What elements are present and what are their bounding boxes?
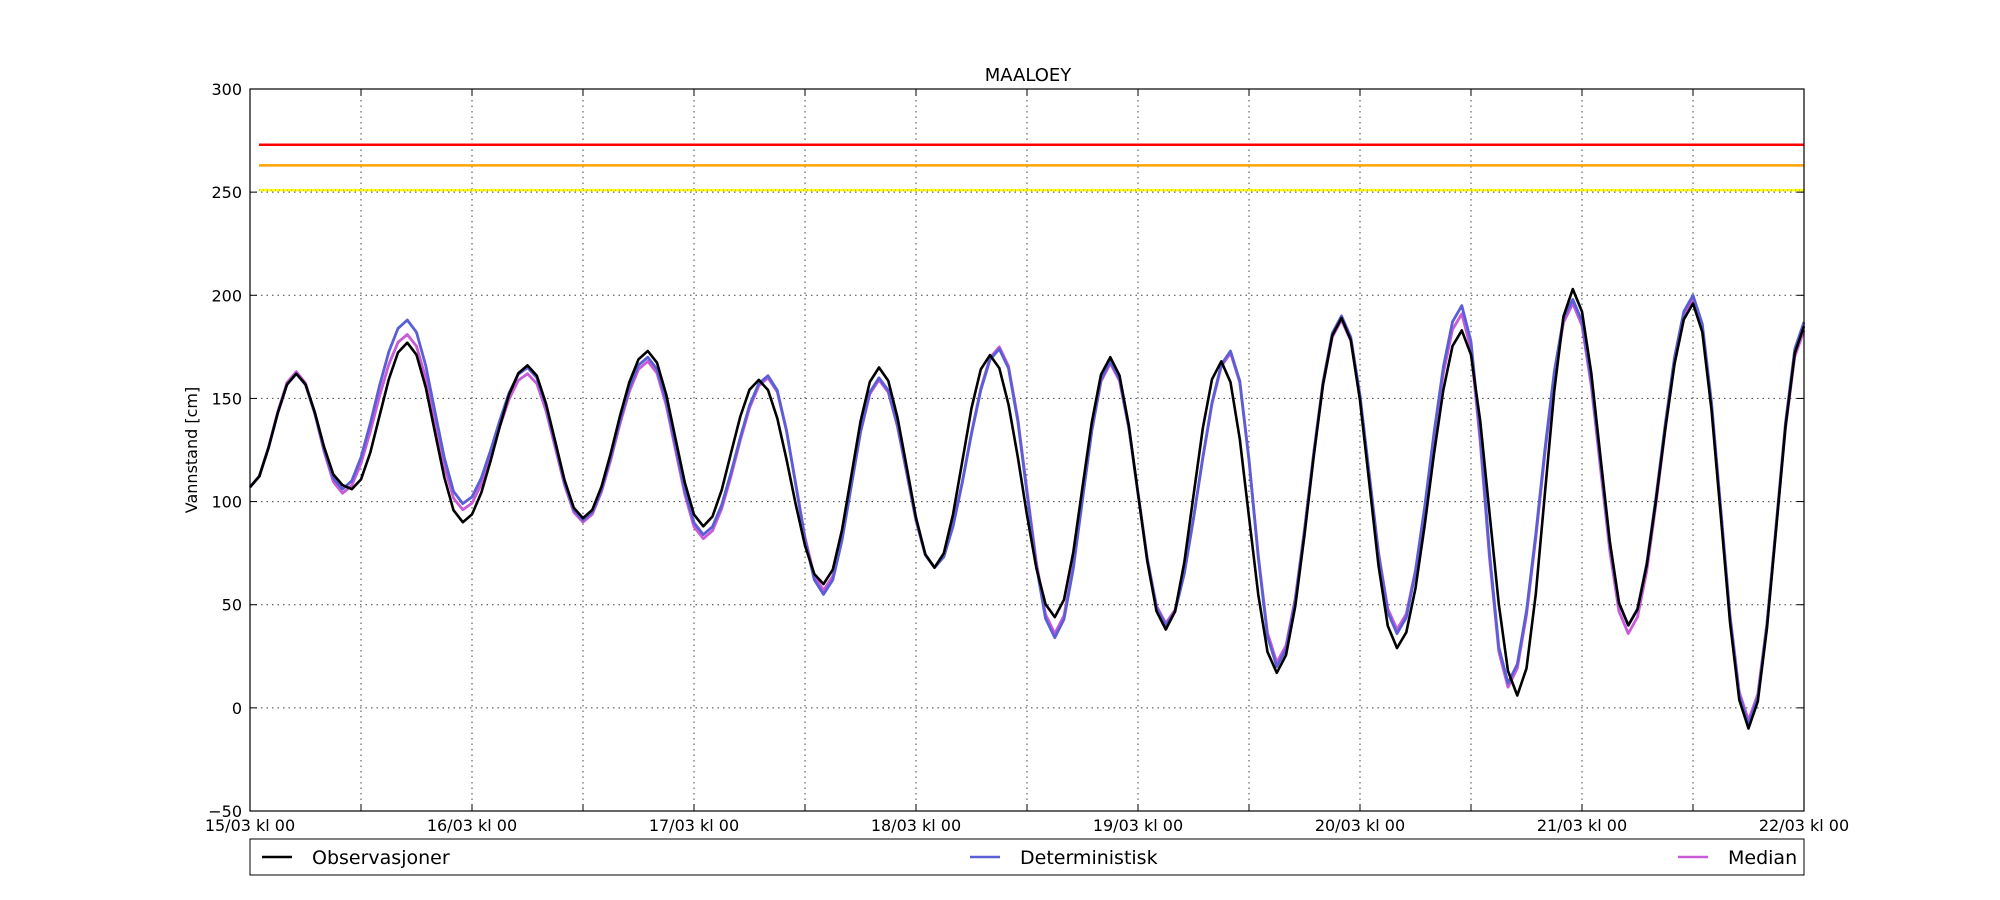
plot-frame (249, 88, 1805, 812)
y-tick-label: 150 (211, 389, 242, 408)
series-line-observasjoner (249, 287, 1806, 730)
x-tick-label: 20/03 kl 00 (1315, 816, 1405, 835)
y-tick-label: 200 (211, 286, 242, 305)
legend-label: Deterministisk (1020, 847, 1158, 869)
y-tick-label: 250 (211, 183, 242, 202)
legend-label: Median (1728, 847, 1797, 869)
y-axis: −50 0 50 100 150 200 250 300 (208, 80, 1804, 821)
chart-title: MAALOEY (985, 65, 1073, 86)
series-lines (248, 287, 1806, 730)
y-tick-label: 300 (211, 80, 242, 99)
legend: Observasjoner Deterministisk Median (249, 838, 1805, 876)
y-tick-label: −50 (208, 802, 242, 821)
legend-frame (249, 838, 1805, 876)
y-tick-label: 100 (211, 493, 242, 512)
x-tick-label: 17/03 kl 00 (649, 816, 739, 835)
x-tick-label: 18/03 kl 00 (871, 816, 961, 835)
legend-label: Observasjoner (312, 847, 450, 869)
x-axis: 15/03 kl 00 16/03 kl 00 17/03 kl 00 18/03 k… (205, 89, 1849, 835)
threshold-lines (259, 143, 1804, 192)
x-tick-label: 16/03 kl 00 (427, 816, 517, 835)
x-tick-label: 21/03 kl 00 (1537, 816, 1627, 835)
grid-lines (250, 89, 1804, 811)
y-tick-label: 0 (232, 699, 242, 718)
x-tick-label: 15/03 kl 00 (205, 816, 295, 835)
y-tick-label: 50 (222, 596, 242, 615)
x-tick-label: 19/03 kl 00 (1093, 816, 1183, 835)
x-tick-label: 22/03 kl 00 (1759, 816, 1849, 835)
y-axis-label: Vannstand [cm] (182, 387, 201, 513)
